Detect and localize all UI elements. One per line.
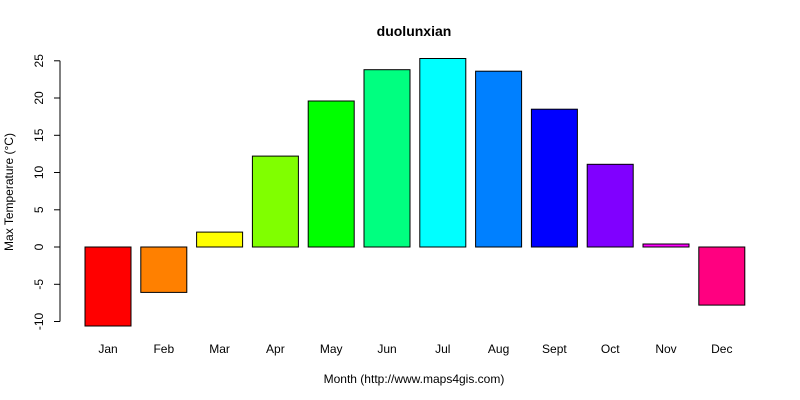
- plot-area: [84, 58, 746, 327]
- y-tick-label: 25: [32, 54, 46, 68]
- bar-aug: [475, 70, 523, 248]
- y-tick-label: 10: [32, 166, 46, 180]
- bar-dec: [698, 246, 746, 306]
- x-tick-label-nov: Nov: [655, 342, 676, 356]
- bar-apr: [251, 155, 299, 248]
- bar-mar: [196, 231, 244, 248]
- bar-sept: [530, 108, 578, 248]
- x-tick-label-apr: Apr: [266, 342, 285, 356]
- x-axis-label: Month (http://www.maps4gis.com): [324, 372, 505, 386]
- x-tick-label-jun: Jun: [377, 342, 396, 356]
- bar-jun: [363, 69, 411, 248]
- x-tick-label-may: May: [320, 342, 343, 356]
- bar-may: [307, 100, 355, 248]
- chart-title: duolunxian: [377, 23, 452, 39]
- bar-jul: [419, 58, 467, 248]
- x-axis-labels: Jan Feb Mar Apr May Jun Jul Aug Sept Oct Nov Dec: [98, 342, 732, 356]
- bar-jan: [84, 246, 132, 327]
- y-tick-label: 0: [32, 243, 46, 250]
- x-tick-label-oct: Oct: [601, 342, 620, 356]
- bar-feb: [140, 246, 188, 293]
- bar-oct: [586, 163, 634, 248]
- x-tick-label-aug: Aug: [488, 342, 509, 356]
- x-tick-label-dec: Dec: [711, 342, 732, 356]
- y-axis: -10 -5 0 5 10 15 20 25: [32, 54, 61, 331]
- y-tick-label: 5: [32, 206, 46, 213]
- x-tick-label-jan: Jan: [98, 342, 117, 356]
- x-tick-label-sept: Sept: [542, 342, 567, 356]
- y-tick-label: 20: [32, 91, 46, 105]
- x-tick-label-feb: Feb: [153, 342, 174, 356]
- y-tick-label: -10: [32, 313, 46, 331]
- x-tick-label-jul: Jul: [435, 342, 450, 356]
- y-axis-label: Max Temperature (°C): [2, 133, 16, 251]
- x-tick-label-mar: Mar: [209, 342, 230, 356]
- bar-nov: [642, 243, 690, 248]
- y-tick-label: 15: [32, 128, 46, 142]
- y-tick-label: -5: [32, 279, 46, 290]
